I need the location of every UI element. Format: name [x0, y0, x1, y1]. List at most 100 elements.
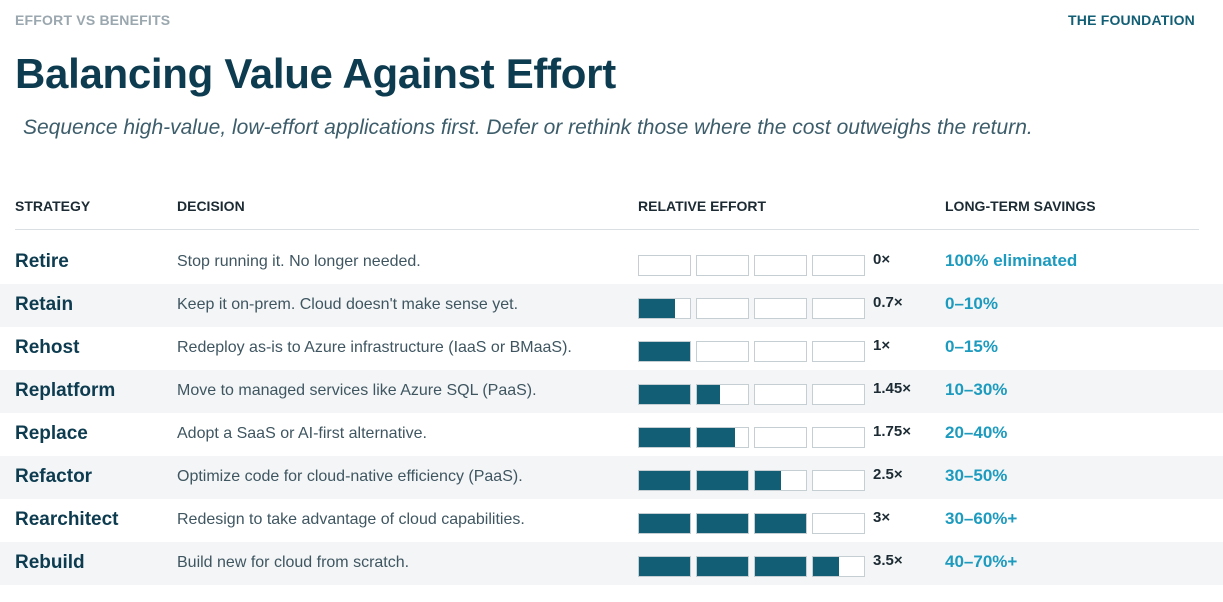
- effort-bar-segment: [696, 470, 749, 491]
- effort-bar-segment: [696, 255, 749, 276]
- table-row: Replatform Move to managed services like …: [0, 370, 1223, 413]
- effort-bar-segment: [754, 556, 807, 577]
- effort-bar-fill: [639, 385, 690, 404]
- effort-bar-segment: [812, 427, 865, 448]
- page-title: Balancing Value Against Effort: [15, 50, 616, 97]
- savings-value: 0–15%: [945, 337, 998, 356]
- savings-value: 0–10%: [945, 294, 998, 313]
- effort-bar-fill: [639, 299, 675, 318]
- effort-multiplier: 0.7×: [873, 294, 903, 311]
- effort-bar-fill: [639, 428, 690, 447]
- effort-bar-segment: [638, 255, 691, 276]
- effort-bar-segment: [812, 556, 865, 577]
- effort-bar: [638, 470, 865, 492]
- effort-multiplier: 0×: [873, 251, 891, 268]
- page-subtitle: Sequence high-value, low-effort applicat…: [23, 116, 1033, 139]
- effort-bar-segment: [638, 298, 691, 319]
- effort-bar-segment: [754, 513, 807, 534]
- strategy-name: Replace: [15, 423, 88, 444]
- effort-multiplier: 3.5×: [873, 552, 903, 569]
- effort-bar: [638, 255, 865, 277]
- savings-value: 30–60%+: [945, 509, 1018, 528]
- effort-bar-segment: [638, 470, 691, 491]
- effort-bar-segment: [696, 341, 749, 362]
- effort-bar-segment: [812, 255, 865, 276]
- effort-bar-segment: [638, 341, 691, 362]
- strategy-name: Rehost: [15, 337, 80, 358]
- strategy-name: Refactor: [15, 466, 93, 487]
- effort-multiplier: 1.75×: [873, 423, 911, 440]
- effort-bar: [638, 556, 865, 578]
- column-header-effort: RELATIVE EFFORT: [638, 198, 767, 214]
- savings-value: 100% eliminated: [945, 251, 1078, 270]
- effort-bar-fill: [639, 342, 690, 361]
- table-row: Rebuild Build new for cloud from scratch.…: [0, 542, 1223, 585]
- effort-bar-segment: [754, 341, 807, 362]
- savings-value: 30–50%: [945, 466, 1008, 485]
- decision-text: Adopt a SaaS or AI-first alternative.: [177, 425, 427, 442]
- effort-bar-segment: [696, 513, 749, 534]
- table-row: Rearchitect Redesign to take advantage of…: [0, 499, 1223, 542]
- effort-bar-fill: [639, 471, 690, 490]
- effort-multiplier: 2.5×: [873, 466, 903, 483]
- strategy-name: Rebuild: [15, 552, 85, 573]
- effort-bar-fill: [755, 471, 781, 490]
- effort-bar-segment: [812, 384, 865, 405]
- strategy-table-body: Retire Stop running it. No longer needed.…: [0, 241, 1223, 585]
- effort-bar-fill: [755, 557, 806, 576]
- table-row: Retire Stop running it. No longer needed.…: [0, 241, 1223, 284]
- table-row: Replace Adopt a SaaS or AI-first alternat…: [0, 413, 1223, 456]
- effort-bar-segment: [696, 556, 749, 577]
- effort-bar-fill: [697, 557, 748, 576]
- effort-bar-fill: [639, 557, 690, 576]
- effort-bar-segment: [638, 427, 691, 448]
- effort-bar-segment: [754, 427, 807, 448]
- column-header-savings: LONG-TERM SAVINGS: [945, 198, 1096, 214]
- effort-bar-segment: [812, 470, 865, 491]
- effort-bar-segment: [754, 255, 807, 276]
- effort-bar-fill: [639, 514, 690, 533]
- decision-text: Redesign to take advantage of cloud capa…: [177, 511, 525, 528]
- strategy-name: Retire: [15, 251, 69, 272]
- effort-bar-segment: [812, 341, 865, 362]
- effort-bar-segment: [696, 384, 749, 405]
- savings-value: 10–30%: [945, 380, 1008, 399]
- effort-multiplier: 3×: [873, 509, 891, 526]
- column-header-strategy: STRATEGY: [15, 198, 91, 214]
- effort-bar-segment: [754, 298, 807, 319]
- effort-bar-fill: [755, 514, 806, 533]
- decision-text: Move to managed services like Azure SQL …: [177, 382, 537, 399]
- effort-bar-segment: [754, 470, 807, 491]
- decision-text: Redeploy as-is to Azure infrastructure (…: [177, 339, 572, 356]
- strategy-name: Retain: [15, 294, 74, 315]
- effort-bar-fill: [697, 428, 736, 447]
- effort-bar-segment: [812, 298, 865, 319]
- effort-bar: [638, 513, 865, 535]
- effort-bar: [638, 427, 865, 449]
- table-row: Refactor Optimize code for cloud-native e…: [0, 456, 1223, 499]
- strategy-name: Replatform: [15, 380, 116, 401]
- effort-bar-fill: [697, 471, 748, 490]
- effort-bar: [638, 384, 865, 406]
- effort-bar-segment: [696, 298, 749, 319]
- effort-bar: [638, 341, 865, 363]
- decision-text: Stop running it. No longer needed.: [177, 253, 421, 270]
- effort-bar-fill: [813, 557, 839, 576]
- effort-bar: [638, 298, 865, 320]
- strategy-name: Rearchitect: [15, 509, 119, 530]
- effort-bar-segment: [696, 427, 749, 448]
- effort-bar-segment: [812, 513, 865, 534]
- effort-multiplier: 1×: [873, 337, 891, 354]
- table-header: STRATEGY DECISION RELATIVE EFFORT LONG-T…: [15, 198, 1199, 230]
- column-header-decision: DECISION: [177, 198, 245, 214]
- effort-bar-fill: [697, 385, 720, 404]
- savings-value: 40–70%+: [945, 552, 1018, 571]
- effort-bar-segment: [638, 556, 691, 577]
- decision-text: Build new for cloud from scratch.: [177, 554, 410, 571]
- eyebrow-label: EFFORT VS BENEFITS: [15, 12, 171, 28]
- effort-bar-segment: [754, 384, 807, 405]
- section-tag: THE FOUNDATION: [1068, 12, 1195, 28]
- effort-bar-fill: [697, 514, 748, 533]
- table-row: Rehost Redeploy as-is to Azure infrastruc…: [0, 327, 1223, 370]
- table-row: Retain Keep it on-prem. Cloud doesn't mak…: [0, 284, 1223, 327]
